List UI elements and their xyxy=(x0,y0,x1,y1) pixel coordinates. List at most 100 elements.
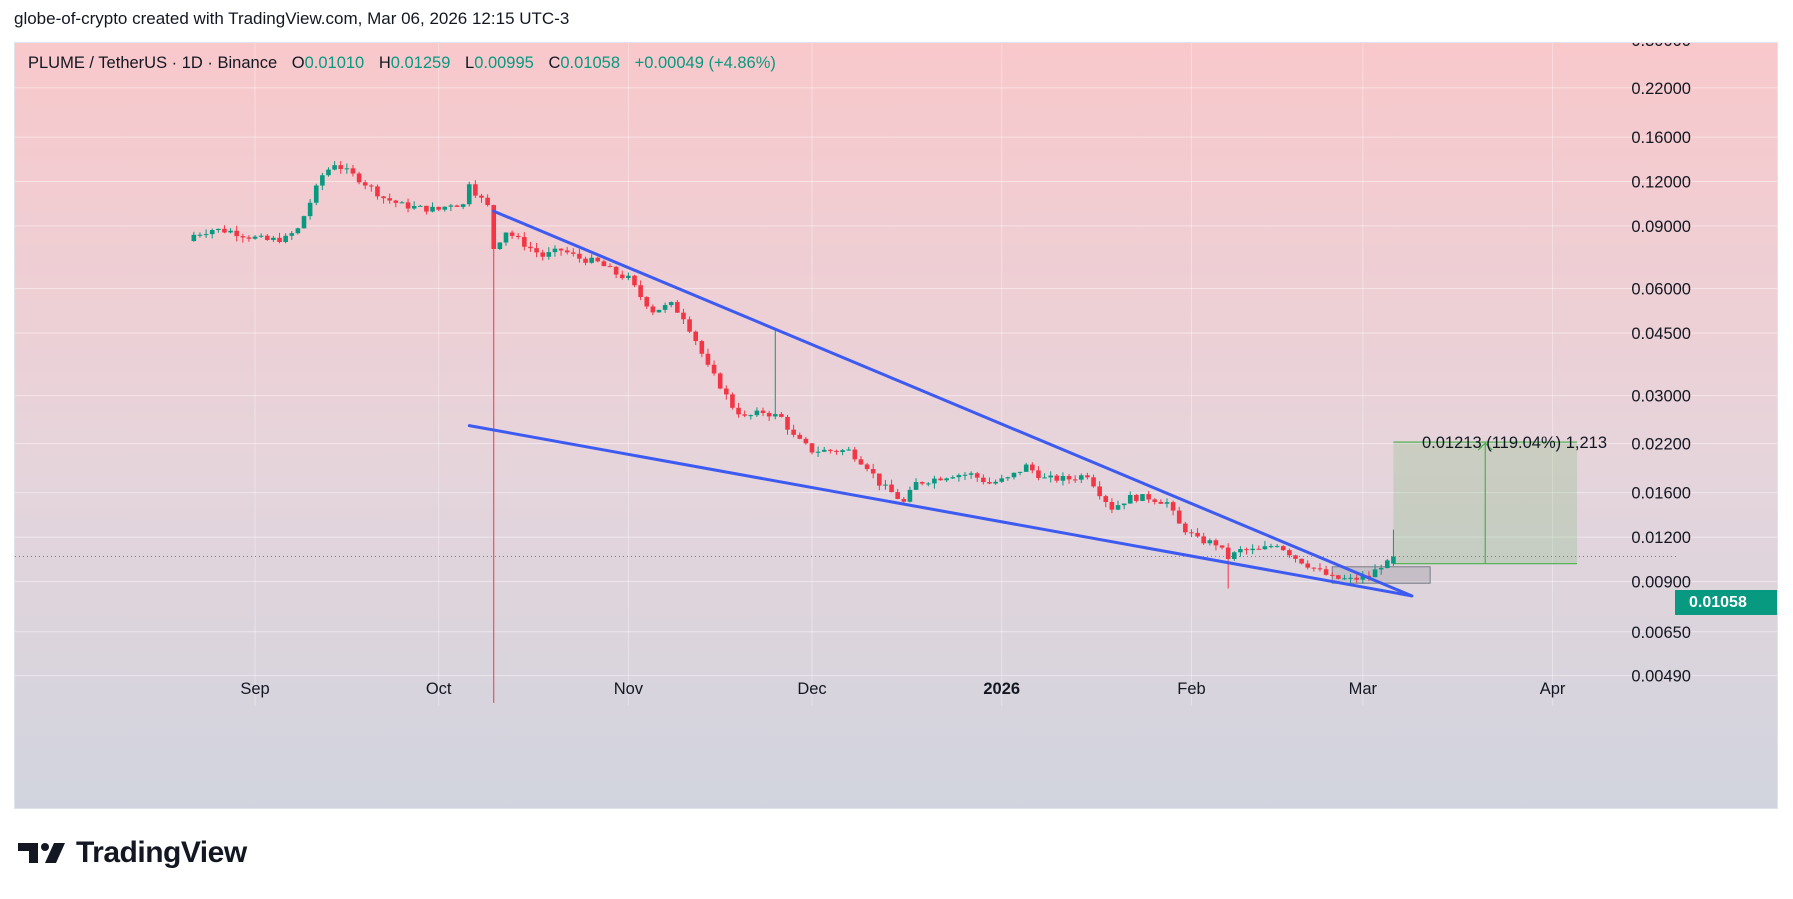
candle-body xyxy=(589,257,594,263)
candle xyxy=(901,496,907,504)
candle-body xyxy=(1299,558,1304,564)
candle-body xyxy=(442,206,448,210)
candle xyxy=(1091,474,1096,488)
time-tick-label: Nov xyxy=(614,680,644,698)
candle-body xyxy=(540,252,546,257)
candle-body xyxy=(234,230,239,237)
candle xyxy=(907,486,913,503)
candle-body xyxy=(1262,546,1268,550)
candle-body xyxy=(1011,472,1017,478)
candle-body xyxy=(791,429,796,435)
candle-body xyxy=(417,205,423,207)
candle-body xyxy=(981,477,986,483)
candle xyxy=(1372,564,1378,578)
candle xyxy=(626,272,631,281)
candle-body xyxy=(601,261,607,267)
candle xyxy=(1078,473,1084,484)
tradingview-brand[interactable]: TradingView xyxy=(18,836,247,870)
candle xyxy=(252,235,258,240)
candle xyxy=(638,280,643,301)
candle xyxy=(797,432,803,440)
candle xyxy=(870,463,876,479)
candle-body xyxy=(1023,464,1029,472)
candle xyxy=(1066,473,1072,484)
high-value: 0.01259 xyxy=(390,54,451,72)
candle xyxy=(1140,494,1145,502)
candle xyxy=(1195,528,1200,538)
candle-body xyxy=(301,216,307,229)
candle xyxy=(558,248,564,256)
candle xyxy=(1085,472,1090,480)
candle-body xyxy=(369,185,374,187)
candle xyxy=(1391,529,1396,567)
candle xyxy=(264,233,270,241)
candle-body xyxy=(1238,549,1243,553)
candle-body xyxy=(473,184,478,196)
low-value: 0.00995 xyxy=(474,54,534,72)
candle xyxy=(1231,551,1237,561)
candle xyxy=(895,488,900,500)
candle xyxy=(846,446,852,451)
candle-body xyxy=(821,449,827,452)
candle xyxy=(564,246,570,255)
chart-header-caption: globe-of-crypto created with TradingView… xyxy=(14,9,570,28)
symbol-title[interactable]: PLUME / TetherUS · 1D · Binance xyxy=(28,54,278,72)
time-tick-label: Apr xyxy=(1540,680,1566,698)
candle-body xyxy=(1140,494,1145,501)
candle-body xyxy=(466,184,472,205)
candle xyxy=(766,410,772,421)
candle xyxy=(552,245,558,257)
candle-body xyxy=(399,202,405,204)
candle xyxy=(656,309,662,313)
candle xyxy=(1219,545,1225,550)
candle xyxy=(307,199,313,220)
candle xyxy=(320,172,325,191)
candle-body xyxy=(522,236,527,247)
candle xyxy=(1360,570,1366,584)
time-axis[interactable]: Sep Oct Nov Dec 2026 Feb Mar Apr xyxy=(240,680,1566,698)
time-tick-label: Oct xyxy=(426,680,452,698)
candle-body xyxy=(607,266,613,268)
candle xyxy=(448,203,454,212)
candle-body xyxy=(828,449,833,451)
candle xyxy=(974,471,980,482)
candle-body xyxy=(1134,495,1139,501)
time-tick-label: Mar xyxy=(1349,680,1378,698)
candle xyxy=(1354,574,1360,583)
candle xyxy=(1225,543,1231,589)
candle-body xyxy=(320,175,325,186)
candle xyxy=(503,232,509,246)
candle-body xyxy=(815,451,821,453)
candle-body xyxy=(705,353,711,365)
candle-body xyxy=(1354,577,1360,580)
candle xyxy=(1385,558,1390,569)
candle xyxy=(289,231,295,240)
candle xyxy=(613,265,619,279)
candle xyxy=(705,348,711,367)
candle-body xyxy=(693,331,699,342)
candle xyxy=(760,407,766,417)
trendlines-layer[interactable] xyxy=(467,209,1414,598)
candle-body xyxy=(1109,502,1115,510)
candle xyxy=(1305,560,1311,570)
candle-body xyxy=(424,205,429,212)
candle-body xyxy=(1158,501,1164,504)
candle xyxy=(999,474,1005,483)
candle-body xyxy=(907,489,913,502)
candle xyxy=(938,476,943,481)
candle-body xyxy=(387,198,392,201)
candle-body xyxy=(675,302,680,313)
candle-body xyxy=(883,484,888,486)
candle-body xyxy=(197,234,203,236)
candle xyxy=(442,206,448,212)
candle-body xyxy=(246,237,252,239)
candle-body xyxy=(687,319,692,332)
candle xyxy=(216,228,221,233)
candle xyxy=(748,414,754,420)
candle-body xyxy=(1311,567,1317,569)
candle-body xyxy=(1385,560,1390,569)
